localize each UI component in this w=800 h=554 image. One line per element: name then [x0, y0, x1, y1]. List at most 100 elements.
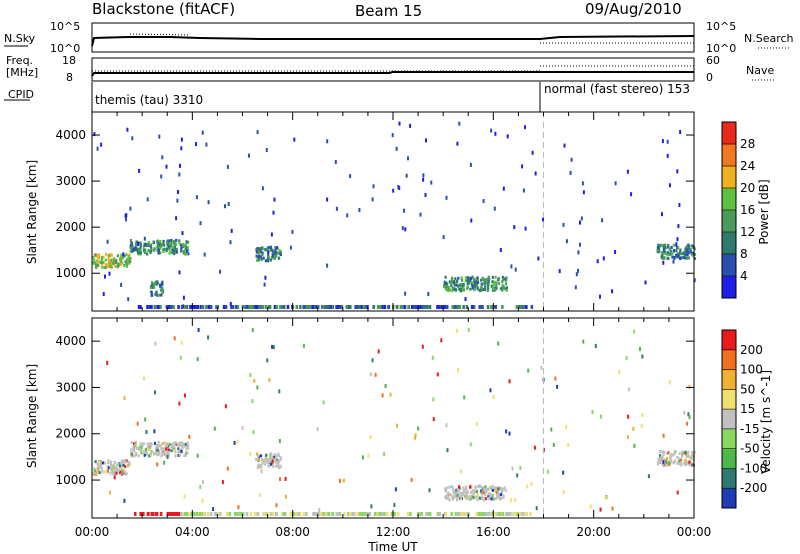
- scatter-cell: [683, 253, 686, 256]
- scatter-cell: [155, 444, 158, 448]
- scatter-cell: [109, 490, 111, 495]
- scatter-cell: [180, 246, 183, 250]
- scatter-cell: [331, 512, 335, 516]
- scatter-cell: [436, 372, 439, 377]
- scatter-cell: [471, 495, 474, 499]
- scatter-cell: [321, 512, 324, 516]
- scatter-cell: [495, 280, 498, 284]
- scatter-cell: [689, 250, 692, 253]
- scatter-cell: [495, 283, 498, 287]
- scatter-cell: [396, 512, 400, 516]
- scatter-cell: [684, 247, 687, 251]
- scatter-cell: [451, 305, 454, 309]
- scatter-cell: [556, 384, 559, 389]
- scatter-cell: [268, 246, 271, 249]
- scatter-cell: [123, 498, 126, 503]
- scatter-cell: [133, 454, 136, 458]
- scatter-cell: [339, 305, 342, 309]
- scatter-cell: [110, 460, 113, 464]
- scatter-cell: [93, 261, 97, 265]
- scatter-cell: [125, 472, 128, 476]
- velocity-colorbar: 200 100 50 15 -15 -50 -100 -200: [721, 329, 767, 509]
- scatter-cell: [680, 458, 683, 462]
- scatter-cell: [476, 285, 479, 289]
- scatter-cell: [454, 494, 458, 498]
- scatter-cell: [511, 466, 514, 471]
- scatter-cell: [473, 495, 476, 499]
- scatter-cell: [429, 512, 432, 516]
- scatter-cell: [274, 460, 277, 464]
- scatter-cell: [467, 327, 470, 332]
- scatter-cell: [182, 442, 185, 446]
- scatter-cell: [693, 247, 696, 251]
- scatter-cell: [495, 491, 498, 495]
- scatter-cell: [465, 276, 468, 280]
- scatter-cell: [473, 490, 476, 494]
- scatter-cell: [166, 442, 169, 446]
- scatter-cell: [688, 415, 691, 419]
- scatter-cell: [492, 394, 495, 399]
- scatter-cell: [163, 243, 166, 247]
- scatter-cell: [360, 305, 363, 309]
- scatter-cell: [473, 281, 476, 285]
- scatter-cell: [672, 243, 675, 247]
- scatter-cell: [173, 249, 176, 253]
- scatter-cell: [139, 248, 142, 252]
- scatter-cell: [630, 192, 633, 197]
- scatter-cell: [184, 248, 187, 252]
- colorbar-swatch: [722, 468, 736, 489]
- scatter-cell: [172, 445, 175, 449]
- scatter-cell: [156, 293, 159, 297]
- y-tick-label: 1000: [55, 473, 86, 487]
- scatter-cell: [460, 512, 463, 516]
- scatter-cell: [662, 433, 665, 438]
- scatter-cell: [664, 243, 667, 247]
- scatter-cell: [404, 291, 407, 296]
- scatter-cell: [403, 208, 406, 213]
- scatter-cell: [662, 243, 665, 247]
- scatter-cell: [150, 243, 153, 247]
- scatter-cell: [199, 221, 202, 226]
- scatter-cell: [422, 177, 425, 182]
- scatter-cell: [141, 443, 144, 447]
- scatter-cell: [161, 452, 164, 456]
- beam-title: Beam 15: [355, 2, 422, 20]
- scatter-cell: [360, 512, 364, 516]
- scatter-cell: [113, 475, 116, 480]
- power-panel: 1000 2000 3000 4000: [55, 111, 696, 312]
- cpid-segment-2: normal (fast stereo) 153: [544, 82, 690, 96]
- scatter-cell: [669, 183, 671, 188]
- colorbar-tick-label: 8: [740, 247, 748, 261]
- colorbar-swatch: [722, 349, 736, 371]
- scatter-cell: [574, 285, 577, 290]
- scatter-cell: [391, 133, 394, 138]
- scatter-cell: [524, 226, 527, 231]
- scatter-cell: [199, 305, 202, 309]
- scatter-cell: [149, 305, 153, 309]
- scatter-cell: [168, 239, 171, 243]
- scatter-cell: [475, 421, 478, 426]
- scatter-cell: [355, 512, 358, 516]
- scatter-cell: [202, 512, 206, 516]
- scatter-cell: [160, 245, 163, 249]
- scatter-cell: [349, 305, 352, 309]
- scatter-cell: [659, 460, 662, 464]
- scatter-cell: [266, 461, 270, 465]
- scatter-cell: [476, 498, 479, 502]
- scatter-cell: [312, 512, 315, 516]
- scatter-cell: [444, 512, 448, 516]
- scatter-cell: [165, 164, 168, 169]
- scatter-cell: [659, 450, 662, 453]
- scatter-cell: [167, 451, 170, 454]
- scatter-cell: [167, 444, 170, 448]
- colorbar-tick-label: 100: [740, 363, 763, 377]
- scatter-cell: [180, 512, 183, 516]
- scatter-cell: [294, 512, 298, 516]
- scatter-cell: [110, 258, 113, 262]
- scatter-cell: [464, 488, 468, 492]
- scatter-cell: [177, 450, 180, 454]
- scatter-cell: [505, 429, 508, 434]
- scatter-cell: [454, 288, 457, 292]
- scatter-cell: [115, 471, 118, 475]
- scatter-cell: [147, 512, 150, 516]
